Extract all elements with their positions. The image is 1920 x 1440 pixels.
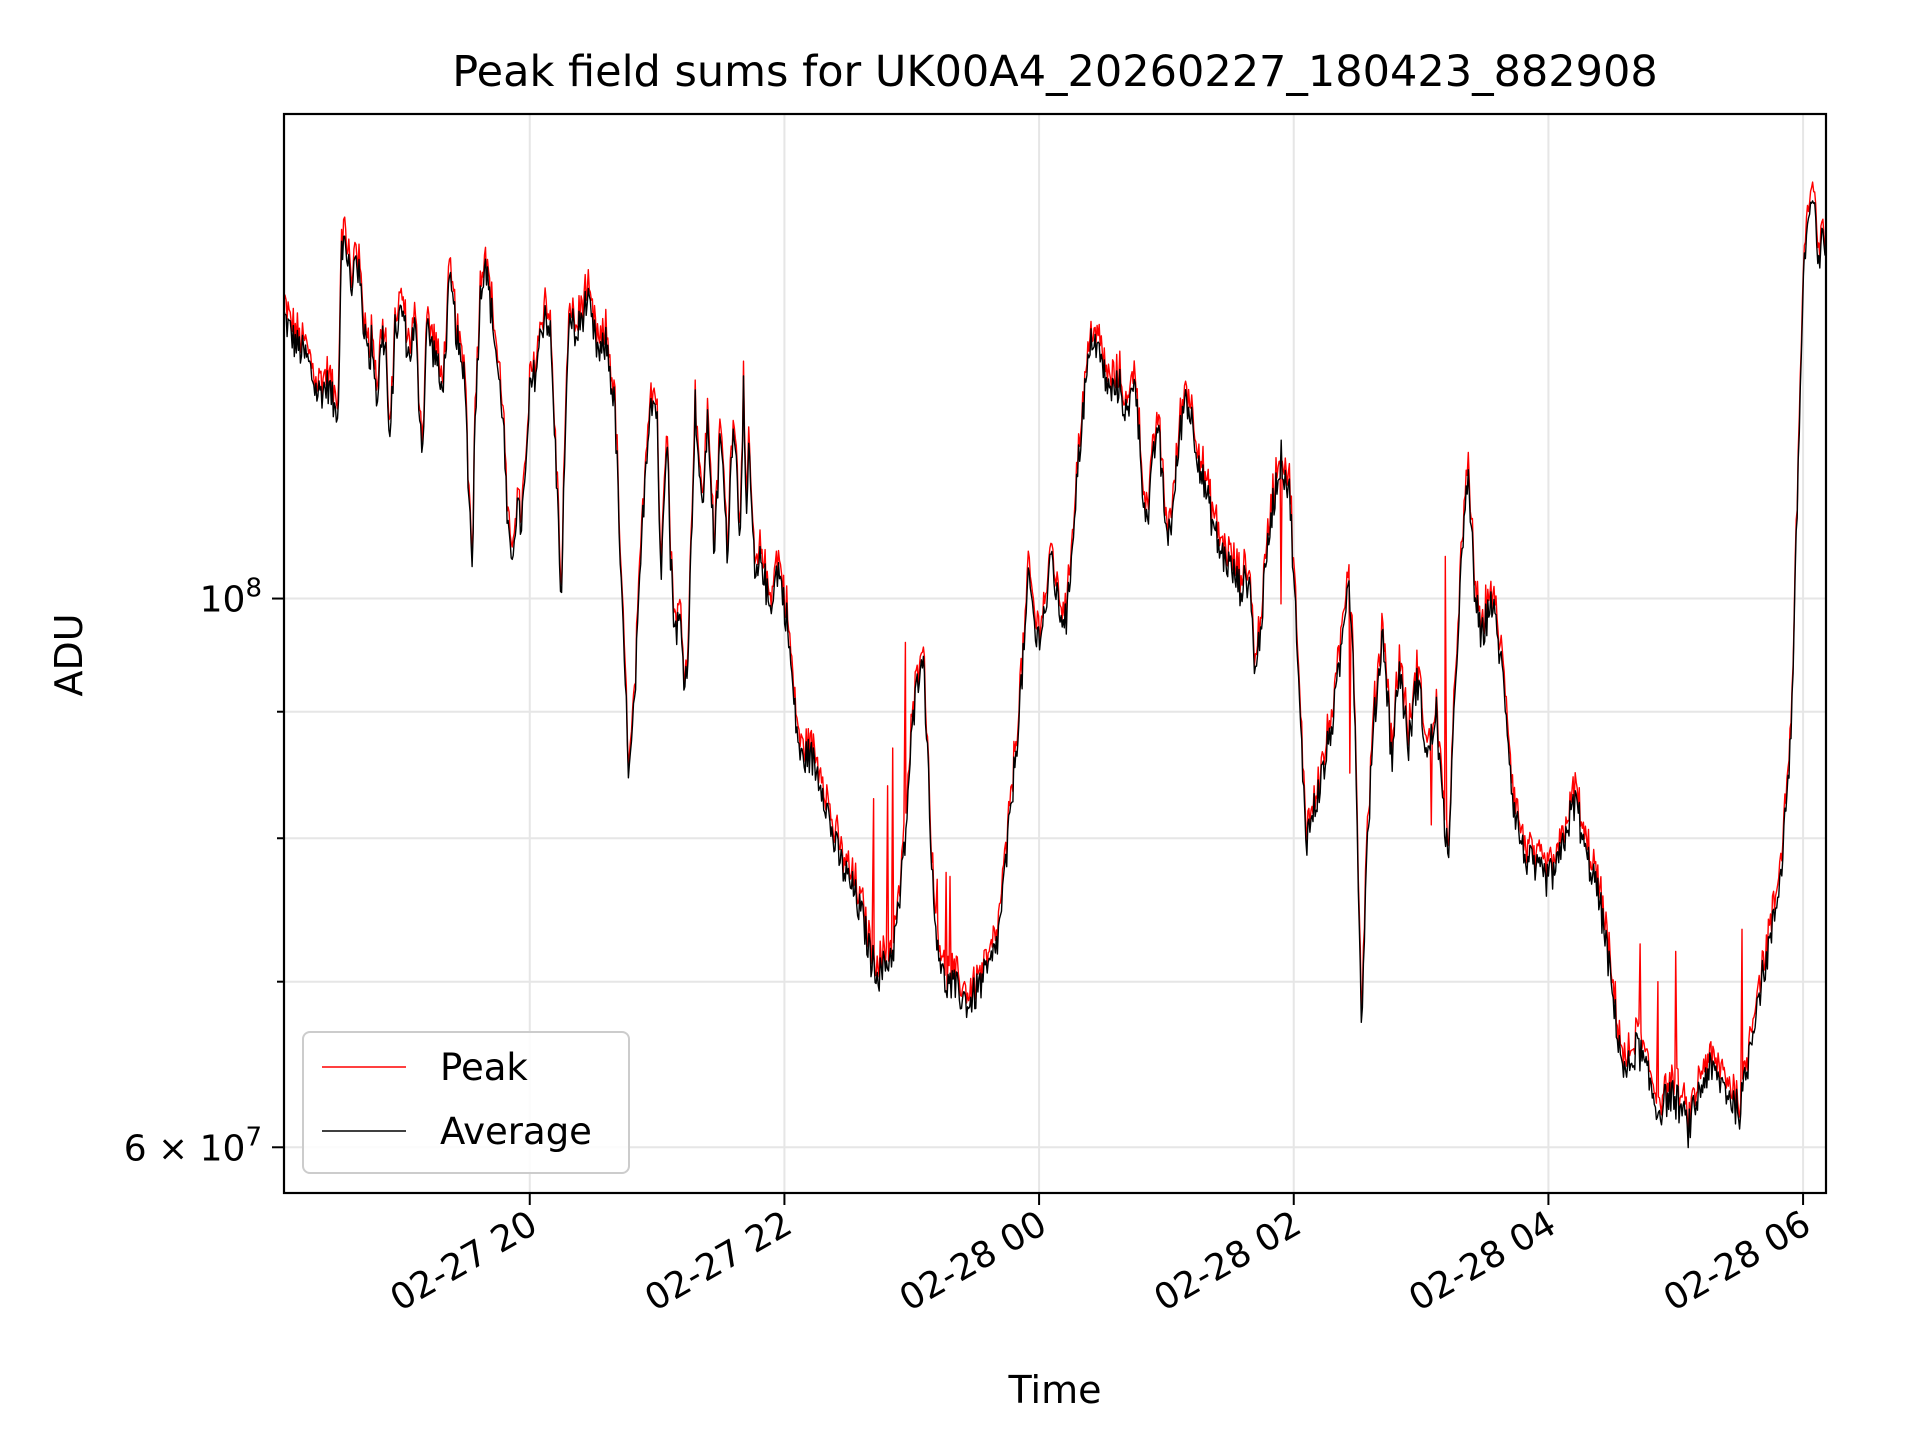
legend-average-label: Average <box>440 1110 592 1153</box>
legend: Peak Average <box>302 1031 630 1174</box>
plot-area <box>283 181 1827 1149</box>
x-axis-label: Time <box>1008 1368 1102 1412</box>
y-tick-label: 6 × 107 <box>124 1122 262 1169</box>
legend-peak-label: Peak <box>440 1046 528 1089</box>
y-axis-label: ADU <box>47 613 91 696</box>
y-tick-label: 108 <box>200 574 262 621</box>
series-average-line <box>283 200 1827 1149</box>
chart-title: Peak field sums for UK00A4_20260227_1804… <box>452 47 1657 97</box>
plot-frame <box>282 112 1828 1195</box>
